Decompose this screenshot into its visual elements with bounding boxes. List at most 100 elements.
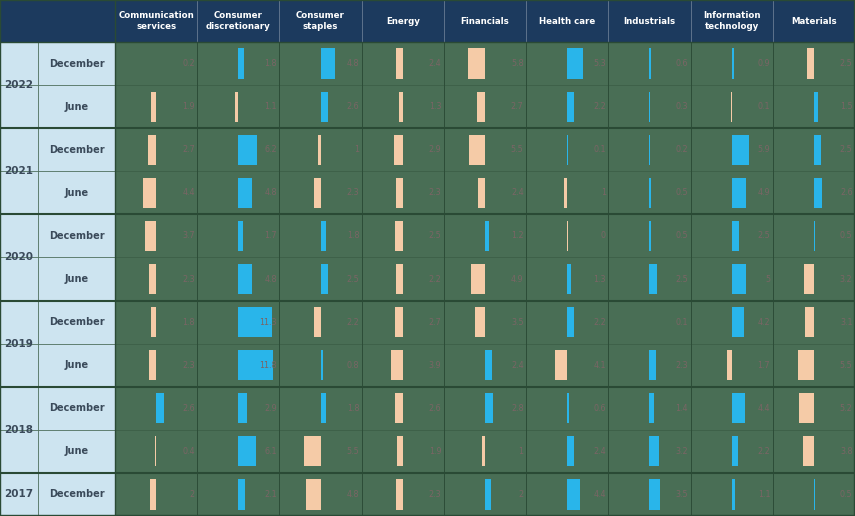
Text: 2.5: 2.5 bbox=[840, 59, 852, 68]
Text: June: June bbox=[64, 360, 89, 370]
Text: 0.5: 0.5 bbox=[840, 490, 852, 499]
FancyBboxPatch shape bbox=[115, 171, 198, 214]
FancyBboxPatch shape bbox=[567, 49, 583, 78]
FancyBboxPatch shape bbox=[280, 85, 362, 128]
Text: 0.2: 0.2 bbox=[182, 59, 195, 68]
Text: 2.9: 2.9 bbox=[264, 404, 277, 413]
Text: 3.9: 3.9 bbox=[428, 361, 441, 369]
FancyBboxPatch shape bbox=[650, 49, 652, 78]
FancyBboxPatch shape bbox=[280, 257, 362, 300]
FancyBboxPatch shape bbox=[321, 264, 328, 294]
FancyBboxPatch shape bbox=[395, 221, 403, 251]
FancyBboxPatch shape bbox=[0, 344, 38, 386]
Text: 2: 2 bbox=[190, 490, 195, 499]
Text: 2.7: 2.7 bbox=[182, 145, 195, 154]
FancyBboxPatch shape bbox=[362, 42, 444, 85]
Text: 2022: 2022 bbox=[4, 80, 33, 90]
FancyBboxPatch shape bbox=[650, 393, 653, 423]
Text: 1: 1 bbox=[519, 447, 523, 456]
FancyBboxPatch shape bbox=[650, 264, 657, 294]
FancyBboxPatch shape bbox=[526, 42, 609, 85]
Text: December: December bbox=[49, 231, 104, 241]
Text: 0.6: 0.6 bbox=[675, 59, 688, 68]
FancyBboxPatch shape bbox=[526, 128, 609, 171]
FancyBboxPatch shape bbox=[38, 430, 115, 473]
FancyBboxPatch shape bbox=[38, 257, 115, 300]
Text: 11.8: 11.8 bbox=[259, 361, 277, 369]
Text: 2.5: 2.5 bbox=[675, 275, 688, 283]
FancyBboxPatch shape bbox=[526, 386, 609, 430]
FancyBboxPatch shape bbox=[280, 430, 362, 473]
Text: 0.1: 0.1 bbox=[758, 102, 770, 111]
FancyBboxPatch shape bbox=[362, 128, 444, 171]
FancyBboxPatch shape bbox=[526, 85, 609, 128]
Text: 2.9: 2.9 bbox=[428, 145, 441, 154]
Text: 6.2: 6.2 bbox=[264, 145, 277, 154]
FancyBboxPatch shape bbox=[150, 307, 156, 337]
Text: 1.8: 1.8 bbox=[346, 404, 359, 413]
Text: 5.3: 5.3 bbox=[593, 59, 606, 68]
FancyBboxPatch shape bbox=[150, 350, 156, 380]
FancyBboxPatch shape bbox=[773, 344, 855, 386]
FancyBboxPatch shape bbox=[317, 135, 321, 165]
FancyBboxPatch shape bbox=[239, 135, 256, 165]
FancyBboxPatch shape bbox=[38, 42, 115, 85]
FancyBboxPatch shape bbox=[444, 128, 526, 171]
Text: 0.1: 0.1 bbox=[593, 145, 606, 154]
Text: 2.1: 2.1 bbox=[264, 490, 277, 499]
Text: 2.2: 2.2 bbox=[593, 317, 606, 327]
Text: 3.8: 3.8 bbox=[840, 447, 852, 456]
FancyBboxPatch shape bbox=[38, 473, 115, 516]
FancyBboxPatch shape bbox=[198, 171, 280, 214]
Text: 2.6: 2.6 bbox=[346, 102, 359, 111]
FancyBboxPatch shape bbox=[526, 473, 609, 516]
FancyBboxPatch shape bbox=[814, 135, 822, 165]
Text: 2.4: 2.4 bbox=[593, 447, 606, 456]
FancyBboxPatch shape bbox=[306, 479, 321, 509]
FancyBboxPatch shape bbox=[321, 91, 328, 122]
Text: 11.3: 11.3 bbox=[259, 317, 277, 327]
Text: 2.4: 2.4 bbox=[511, 361, 523, 369]
Text: Financials: Financials bbox=[461, 17, 510, 25]
FancyBboxPatch shape bbox=[444, 344, 526, 386]
FancyBboxPatch shape bbox=[691, 42, 773, 85]
FancyBboxPatch shape bbox=[280, 171, 362, 214]
FancyBboxPatch shape bbox=[156, 393, 164, 423]
Text: 2.3: 2.3 bbox=[182, 275, 195, 283]
Text: 3.2: 3.2 bbox=[675, 447, 688, 456]
FancyBboxPatch shape bbox=[392, 350, 403, 380]
FancyBboxPatch shape bbox=[198, 85, 280, 128]
Text: 1.4: 1.4 bbox=[675, 404, 688, 413]
FancyBboxPatch shape bbox=[198, 473, 280, 516]
Text: 1.7: 1.7 bbox=[758, 361, 770, 369]
FancyBboxPatch shape bbox=[526, 214, 609, 257]
FancyBboxPatch shape bbox=[280, 214, 362, 257]
FancyBboxPatch shape bbox=[691, 300, 773, 344]
FancyBboxPatch shape bbox=[814, 178, 822, 208]
FancyBboxPatch shape bbox=[609, 42, 691, 85]
Text: 2.4: 2.4 bbox=[428, 59, 441, 68]
FancyBboxPatch shape bbox=[567, 264, 571, 294]
FancyBboxPatch shape bbox=[732, 437, 738, 466]
FancyBboxPatch shape bbox=[567, 479, 581, 509]
FancyBboxPatch shape bbox=[567, 307, 574, 337]
FancyBboxPatch shape bbox=[0, 430, 38, 473]
Text: 4.4: 4.4 bbox=[758, 404, 770, 413]
FancyBboxPatch shape bbox=[321, 350, 323, 380]
FancyBboxPatch shape bbox=[0, 473, 38, 516]
FancyBboxPatch shape bbox=[805, 307, 814, 337]
FancyBboxPatch shape bbox=[239, 393, 247, 423]
Text: 1.2: 1.2 bbox=[511, 231, 523, 240]
FancyBboxPatch shape bbox=[362, 257, 444, 300]
Text: 0.1: 0.1 bbox=[675, 317, 688, 327]
Text: 1: 1 bbox=[354, 145, 359, 154]
FancyBboxPatch shape bbox=[485, 350, 492, 380]
FancyBboxPatch shape bbox=[0, 0, 855, 42]
Text: 5.2: 5.2 bbox=[840, 404, 852, 413]
FancyBboxPatch shape bbox=[280, 300, 362, 344]
FancyBboxPatch shape bbox=[395, 307, 403, 337]
FancyBboxPatch shape bbox=[150, 264, 156, 294]
FancyBboxPatch shape bbox=[609, 171, 691, 214]
Text: 4.1: 4.1 bbox=[593, 361, 606, 369]
Text: 0: 0 bbox=[601, 231, 606, 240]
